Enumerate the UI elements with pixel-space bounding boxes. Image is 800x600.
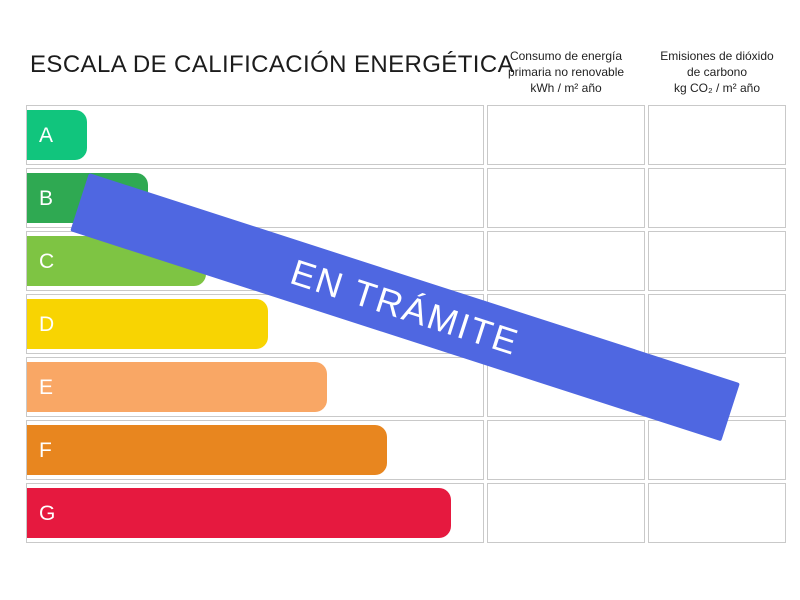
rating-row-g-scale-cell: G xyxy=(26,483,484,543)
rating-bar-a: A xyxy=(27,110,87,160)
rating-row-g-emisiones-cell xyxy=(648,483,786,543)
page-title: ESCALA DE CALIFICACIÓN ENERGÉTICA xyxy=(30,51,514,78)
rating-table: A B C D E xyxy=(26,105,786,543)
rating-row-a-emisiones-cell xyxy=(648,105,786,165)
rating-row-a-consumo-cell xyxy=(487,105,645,165)
rating-letter-a: A xyxy=(39,123,54,147)
rating-bar-g: G xyxy=(27,488,451,538)
rating-row-f-scale-cell: F xyxy=(26,420,484,480)
rating-row-c-emisiones-cell xyxy=(648,231,786,291)
rating-letter-e: E xyxy=(39,375,54,399)
rating-bar-f: F xyxy=(27,425,387,475)
rating-letter-f: F xyxy=(39,438,52,462)
emisiones-header-line-1: Emisiones de dióxido xyxy=(660,49,774,63)
rating-row-a-scale-cell: A xyxy=(26,105,484,165)
rating-letter-g: G xyxy=(39,501,56,525)
rating-row-e-scale-cell: E xyxy=(26,357,484,417)
emisiones-header-line-2: de carbono xyxy=(686,65,748,79)
rating-row-b-emisiones-cell xyxy=(648,168,786,228)
rating-row-g-consumo-cell xyxy=(487,483,645,543)
rating-row-b-consumo-cell xyxy=(487,168,645,228)
column-header-consumo: Consumo de energía primaria no renovable… xyxy=(486,48,646,96)
emisiones-header-line-3: kg CO₂ / m² año xyxy=(673,81,760,95)
consumo-header-line-3: kWh / m² año xyxy=(530,81,602,95)
rating-bar-d: D xyxy=(27,299,268,349)
rating-letter-c: C xyxy=(39,249,55,273)
rating-letter-b: B xyxy=(39,186,54,210)
rating-row-c-consumo-cell xyxy=(487,231,645,291)
rating-row-d-emisiones-cell xyxy=(648,294,786,354)
rating-bar-e: E xyxy=(27,362,327,412)
rating-row-f-consumo-cell xyxy=(487,420,645,480)
consumo-header-line-2: primaria no renovable xyxy=(507,65,625,79)
consumo-header-line-1: Consumo de energía xyxy=(509,49,623,63)
column-header-emisiones: Emisiones de dióxido de carbono kg CO₂ /… xyxy=(646,48,788,96)
rating-letter-d: D xyxy=(39,312,55,336)
